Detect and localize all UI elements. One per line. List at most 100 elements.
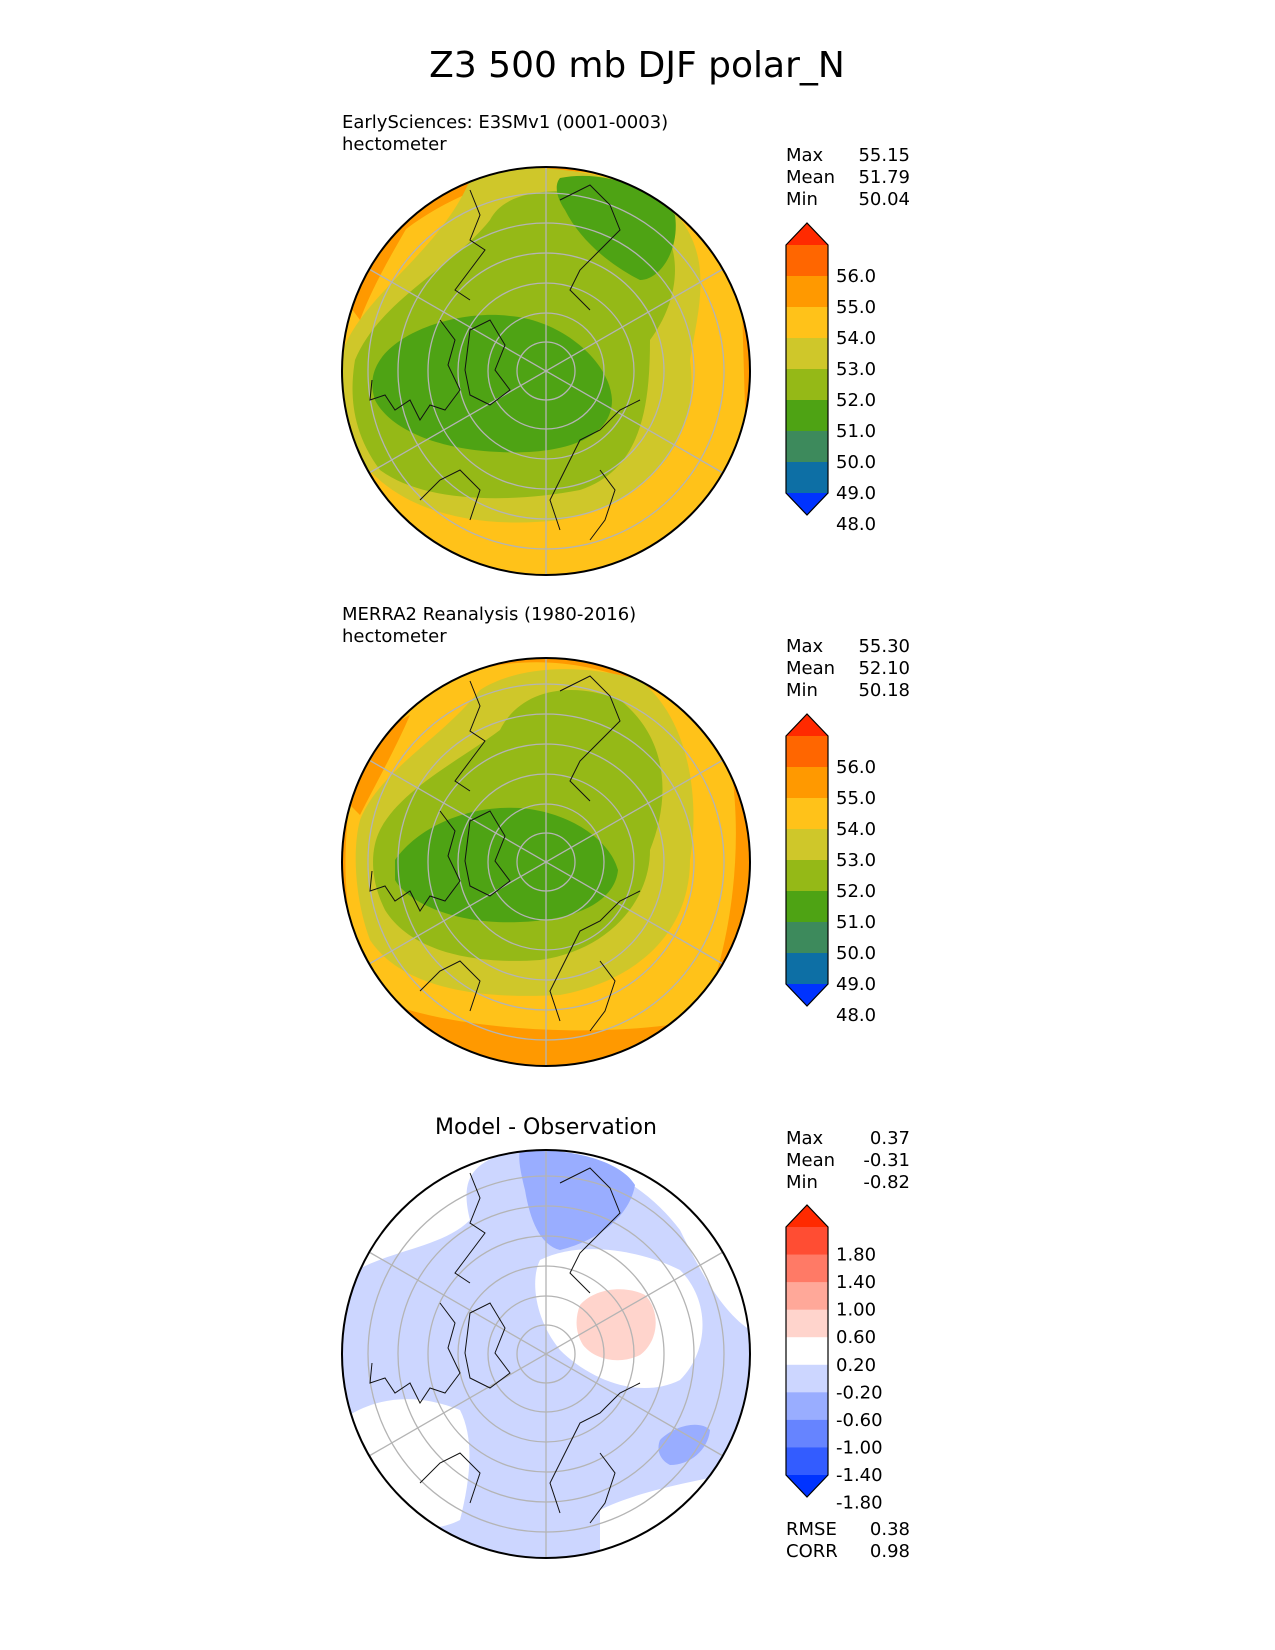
field-level-neg08 <box>519 1150 635 1250</box>
stat-value-min: 50.04 <box>858 189 910 210</box>
panel-obs-graticule <box>367 658 725 1066</box>
colorbar-tick-label: 51.0 <box>836 421 876 442</box>
colorbar-outline <box>785 1204 829 1498</box>
field-level-50 <box>372 314 612 453</box>
colorbar-tick-label: 51.0 <box>836 912 876 933</box>
colorbar-tick-label: -1.00 <box>836 1437 883 1458</box>
colorbar-tick-label: -0.20 <box>836 1382 883 1403</box>
colorbar-segment <box>786 1447 828 1476</box>
colorbar-outline <box>785 222 829 516</box>
field-level-50b <box>556 175 676 280</box>
colorbar-segment <box>786 767 828 799</box>
panel-diff-coastlines <box>369 1167 641 1524</box>
colorbar-extend-top <box>786 1205 828 1227</box>
stat-label-corr: CORR <box>786 1541 838 1562</box>
colorbar-extend-bottom <box>786 493 828 515</box>
colorbar-segment <box>786 462 828 494</box>
stat-value-max: 55.15 <box>858 145 910 166</box>
colorbar-tick-label: 1.00 <box>836 1300 876 1321</box>
colorbar-segment <box>786 1419 828 1448</box>
colorbar-segment <box>786 431 828 463</box>
colorbar-extend-bottom <box>786 1475 828 1497</box>
panel-obs: MERRA2 Reanalysis (1980-2016) hectometer <box>341 604 910 1067</box>
stat-value-min: -0.82 <box>863 1172 910 1193</box>
stat-value-max: 55.30 <box>858 636 910 657</box>
colorbar-segment <box>786 798 828 830</box>
colorbar-tick-label: 50.0 <box>836 452 876 473</box>
colorbar-tick-label: 0.20 <box>836 1355 876 1376</box>
stat-label-mean: Mean <box>786 658 835 679</box>
stat-value-max: 0.37 <box>870 1128 910 1149</box>
colorbar-tick-label: 48.0 <box>836 514 876 535</box>
stat-label-min: Min <box>786 1172 818 1193</box>
panel-model-title: EarlySciences: E3SMv1 (0001-0003) <box>342 112 668 133</box>
colorbar-segment <box>786 860 828 892</box>
colorbar-segment <box>786 1364 828 1393</box>
colorbar-segment <box>786 307 828 339</box>
field-level-54b <box>345 205 420 320</box>
colorbar-tick-label: 53.0 <box>836 359 876 380</box>
colorbar-segment <box>786 245 828 277</box>
colorbar-segment <box>786 1392 828 1421</box>
colorbar-segment <box>786 369 828 401</box>
colorbar-segment <box>786 829 828 861</box>
panel-model-units: hectometer <box>342 134 447 155</box>
colorbar-tick-label: 1.40 <box>836 1272 876 1293</box>
colorbar-extend-top <box>786 714 828 736</box>
panel-diff-title: Model - Observation <box>435 1115 657 1140</box>
colorbar-segment <box>786 1227 828 1256</box>
stat-label-rmse: RMSE <box>786 1519 837 1540</box>
panel-model: EarlySciences: E3SMv1 (0001-0003) hectom… <box>341 112 910 576</box>
stat-label-max: Max <box>786 145 824 166</box>
colorbar-tick-label: 50.0 <box>836 943 876 964</box>
field-level-neg08b <box>658 1424 710 1465</box>
panel-obs-boundary <box>341 657 751 1067</box>
stat-value-rmse: 0.38 <box>870 1519 910 1540</box>
panel-model-boundary <box>341 166 751 576</box>
colorbar-tick-label: 54.0 <box>836 328 876 349</box>
stat-label-max: Max <box>786 636 824 657</box>
figure-title: Z3 500 mb DJF polar_N <box>429 45 845 86</box>
field-level-pos04 <box>576 1289 656 1361</box>
colorbar-tick-label: 54.0 <box>836 819 876 840</box>
colorbar-tick-label: 52.0 <box>836 390 876 411</box>
colorbar-tick-label: 49.0 <box>836 974 876 995</box>
colorbar-tick-label: -0.60 <box>836 1410 883 1431</box>
stat-label-max: Max <box>786 1128 824 1149</box>
stat-label-min: Min <box>786 189 818 210</box>
colorbar-segment <box>786 1254 828 1283</box>
colorbar-tick-label: 55.0 <box>836 297 876 318</box>
panel-obs-colorbar: 56.0 55.0 54.0 53.0 52.0 51.0 50.0 49.0 48.0 <box>785 713 876 1026</box>
colorbar-segment <box>786 953 828 985</box>
colorbar-segment <box>786 1309 828 1338</box>
colorbar-tick-label: 56.0 <box>836 757 876 778</box>
stat-value-min: 50.18 <box>858 680 910 701</box>
panel-diff: Model - Observation <box>341 1115 910 1562</box>
colorbar-tick-label: -1.80 <box>836 1493 883 1514</box>
panel-model-coastlines <box>369 184 641 541</box>
panel-diff-stats: Max Mean Min 0.37 -0.31 -0.82 RMSE CORR … <box>786 1128 910 1562</box>
panel-obs-coastlines <box>369 675 641 1032</box>
colorbar-extend-bottom <box>786 984 828 1006</box>
panel-obs-title: MERRA2 Reanalysis (1980-2016) <box>342 604 636 625</box>
colorbar-segment <box>786 736 828 768</box>
colorbar-tick-label: 52.0 <box>836 881 876 902</box>
stat-label-mean: Mean <box>786 1150 835 1171</box>
colorbar-segment <box>786 400 828 432</box>
colorbar-tick-label: 56.0 <box>836 266 876 287</box>
panel-obs-stats: Max Mean Min 55.30 52.10 50.18 <box>786 636 910 701</box>
stat-value-mean: 52.10 <box>858 658 910 679</box>
panel-diff-colorbar: 1.80 1.40 1.00 0.60 0.20 -0.20 -0.60 -1.00 -1.40… <box>785 1204 883 1514</box>
colorbar-tick-label: 0.60 <box>836 1327 876 1348</box>
panel-diff-boundary <box>341 1149 751 1559</box>
colorbar-segment <box>786 1282 828 1311</box>
stat-value-mean: -0.31 <box>863 1150 910 1171</box>
colorbar-tick-label: 53.0 <box>836 850 876 871</box>
colorbar-tick-label: 48.0 <box>836 1005 876 1026</box>
colorbar-tick-label: 49.0 <box>836 483 876 504</box>
stat-value-mean: 51.79 <box>858 167 910 188</box>
panel-diff-graticule <box>367 1150 725 1558</box>
colorbar-outline <box>785 713 829 1007</box>
stat-value-corr: 0.98 <box>870 1541 910 1562</box>
